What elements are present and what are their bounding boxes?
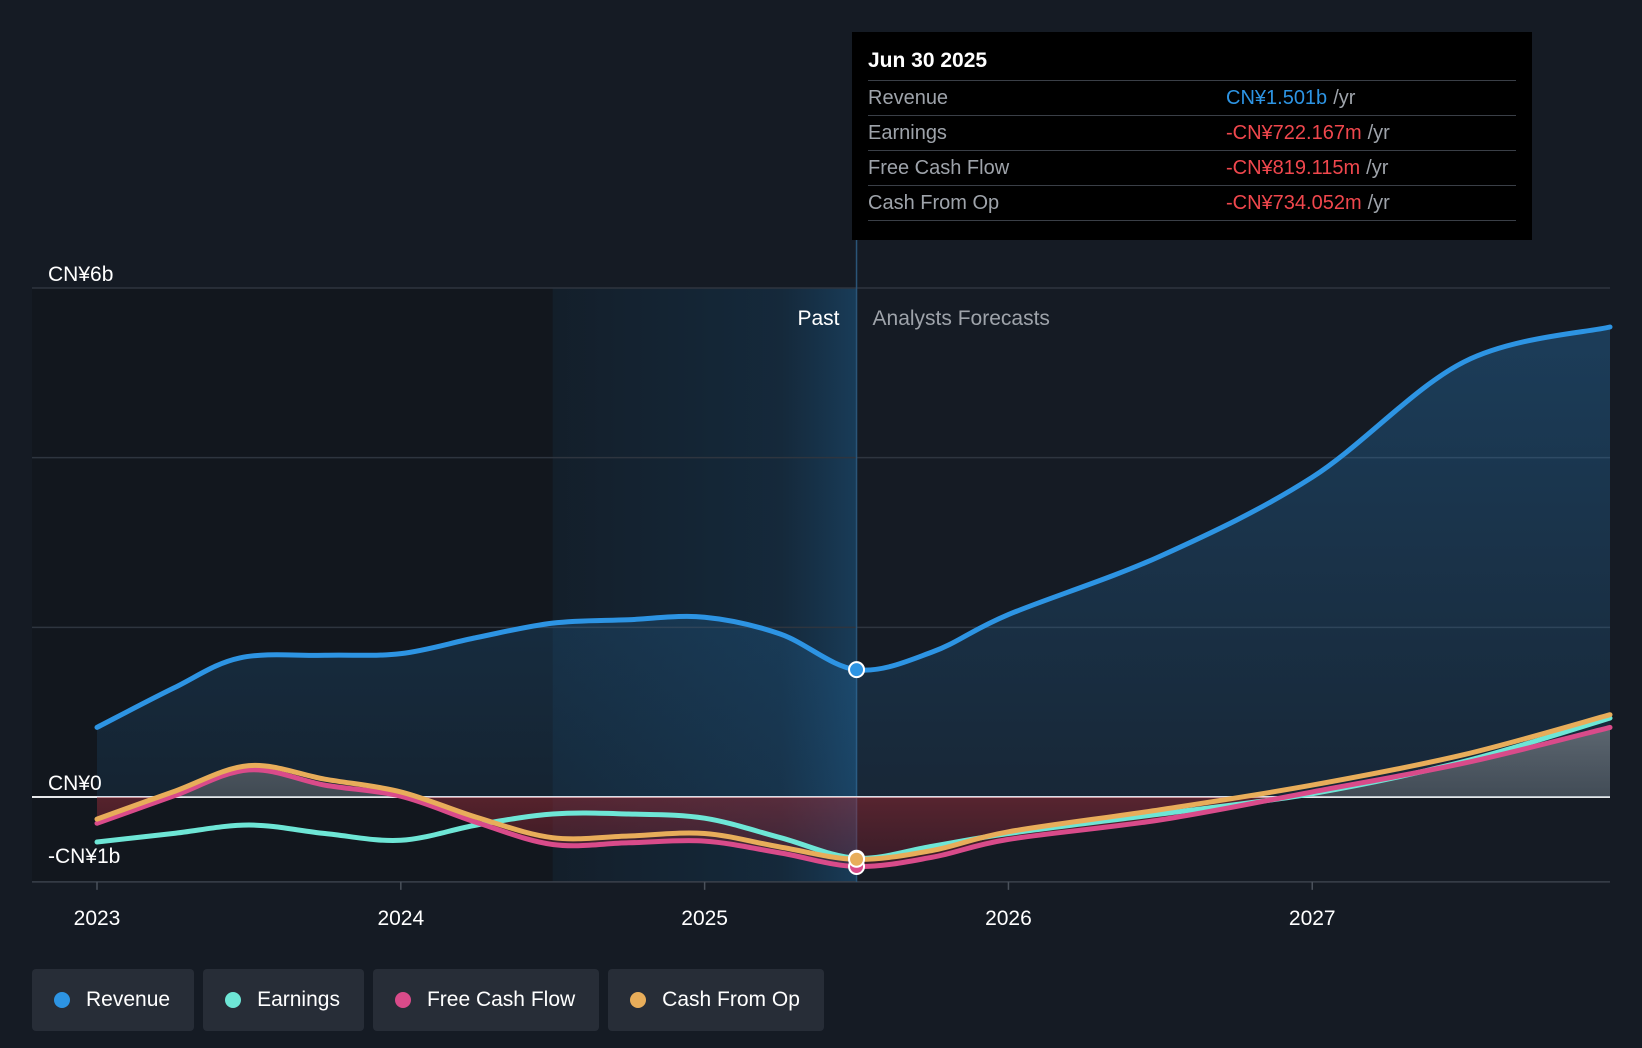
legend: Revenue Earnings Free Cash Flow Cash Fro… — [32, 969, 833, 1031]
tooltip-date: Jun 30 2025 — [868, 49, 988, 72]
tooltip-label: Cash From Op — [868, 191, 1000, 214]
tooltip: Jun 30 2025 Revenue CN¥1.501b /yr Earnin… — [852, 32, 1532, 240]
x-tick-label: 2026 — [985, 907, 1032, 930]
series-lines — [94, 324, 1613, 870]
legend-dot-icon — [630, 992, 647, 1008]
free-cash-flow-line — [94, 724, 1613, 870]
marker-cash-from-op — [848, 850, 866, 868]
marker-revenue — [848, 661, 866, 679]
x-tick-label: 2027 — [1289, 907, 1336, 930]
tooltip-value: -CN¥722.167m — [1226, 121, 1362, 144]
legend-dot-icon — [394, 992, 411, 1008]
axis-labels: CN¥6b CN¥0 -CN¥1b 2023 2024 2025 2026 2027 Past A… — [48, 263, 1336, 930]
tooltip-label: Earnings — [868, 121, 947, 144]
forecast-label: Analysts Forecasts — [873, 307, 1050, 330]
x-tick-label: 2023 — [74, 907, 121, 930]
legend-label: Free Cash Flow — [426, 988, 576, 1011]
revenue-line — [94, 324, 1613, 730]
tooltip-row-revenue: Revenue CN¥1.501b /yr — [868, 80, 1516, 115]
tooltip-unit: /yr — [1333, 86, 1356, 109]
tooltip-row-free-cash-flow: Free Cash Flow -CN¥819.115m /yr — [868, 150, 1516, 185]
legend-label: Earnings — [257, 988, 340, 1011]
tooltip-label: Free Cash Flow — [868, 156, 1010, 179]
y-tick-label: -CN¥1b — [48, 845, 120, 868]
legend-label: Revenue — [86, 988, 171, 1011]
legend-item-revenue[interactable]: Revenue — [32, 969, 195, 1031]
legend-item-earnings[interactable]: Earnings — [203, 969, 364, 1031]
x-tick-label: 2025 — [681, 907, 728, 930]
tooltip-row-earnings: Earnings -CN¥722.167m /yr — [868, 115, 1516, 150]
tooltip-value: CN¥1.501b — [1226, 86, 1328, 109]
legend-item-cash-from-op[interactable]: Cash From Op — [608, 969, 824, 1031]
y-tick-label: CN¥0 — [48, 772, 102, 795]
legend-dot-icon — [225, 992, 242, 1008]
legend-label: Cash From Op — [662, 988, 800, 1011]
markers — [848, 661, 866, 875]
legend-dot-icon — [54, 992, 70, 1008]
tooltip-unit: /yr — [1367, 121, 1390, 144]
revenue-area — [97, 327, 1610, 797]
x-tick-label: 2024 — [377, 907, 424, 930]
past-label: Past — [798, 307, 840, 330]
tooltip-unit: /yr — [1367, 191, 1390, 214]
tooltip-unit: /yr — [1366, 156, 1389, 179]
tooltip-row-cash-from-op: Cash From Op -CN¥734.052m /yr — [868, 185, 1516, 221]
legend-item-free-cash-flow[interactable]: Free Cash Flow — [372, 969, 600, 1031]
tooltip-value: -CN¥819.115m — [1226, 156, 1361, 179]
positive-area — [97, 727, 1610, 797]
y-tick-label: CN¥6b — [48, 263, 113, 286]
cash-from-op-line — [94, 712, 1613, 862]
tooltip-label: Revenue — [868, 86, 949, 109]
tooltip-value: -CN¥734.052m — [1226, 191, 1362, 214]
